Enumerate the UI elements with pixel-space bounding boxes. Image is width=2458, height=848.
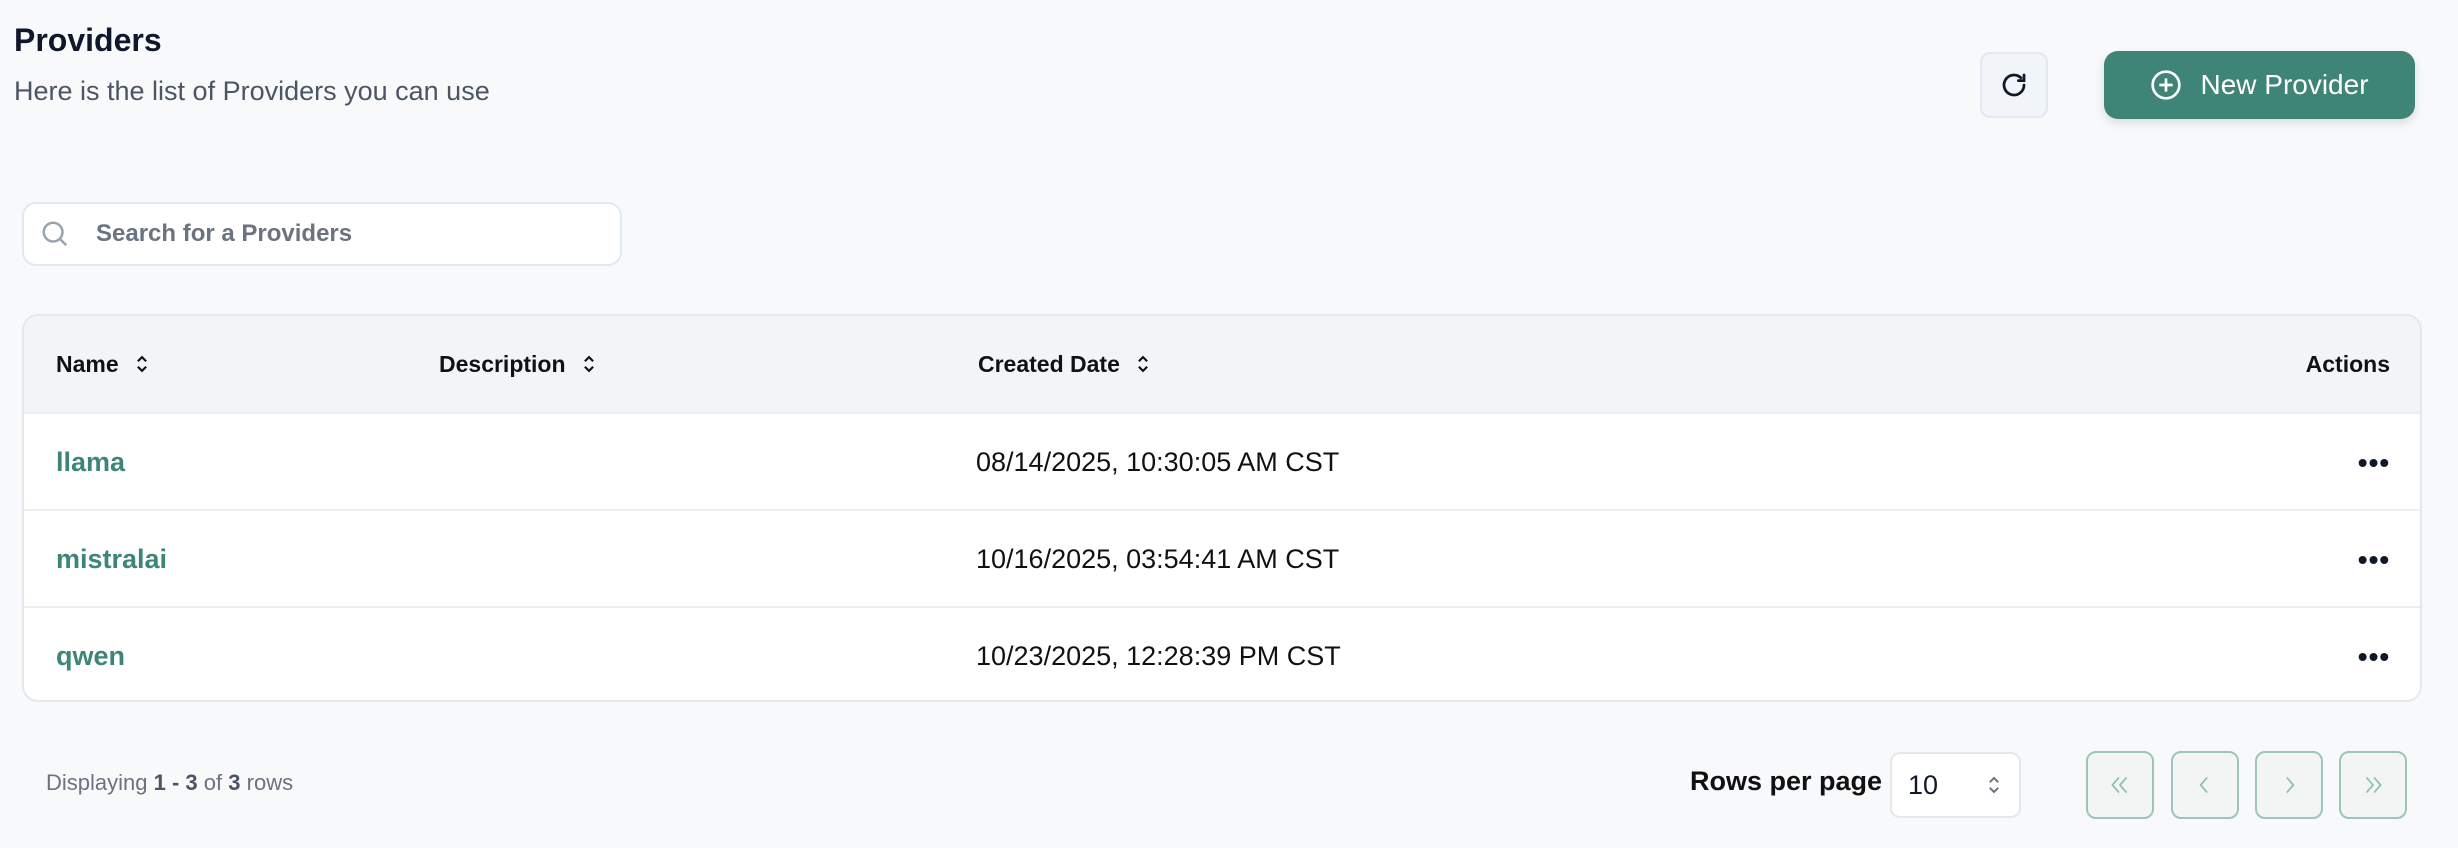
page-subtitle: Here is the list of Providers you can us… <box>14 76 490 106</box>
more-actions-button[interactable]: ••• <box>2357 640 2391 672</box>
last-page-button[interactable] <box>2339 751 2407 819</box>
chevron-right-icon <box>2286 776 2295 794</box>
column-header-actions: Actions <box>2305 350 2390 377</box>
table-row: qwen 10/23/2025, 12:28:39 PM CST ••• <box>24 606 2420 700</box>
created-date: 08/14/2025, 10:30:05 AM CST <box>976 447 1340 477</box>
chevrons-right-icon <box>2365 776 2382 794</box>
next-page-button[interactable] <box>2255 751 2323 819</box>
sort-icon <box>583 355 594 373</box>
table-row: llama 08/14/2025, 10:30:05 AM CST ••• <box>24 412 2420 509</box>
provider-name-link[interactable]: mistralai <box>56 544 168 574</box>
table-row: mistralai 10/16/2025, 03:54:41 AM CST ••… <box>24 509 2420 606</box>
plus-circle-icon <box>2151 70 2182 100</box>
table-header: Name Description Created Date Actions <box>24 316 2420 412</box>
search-icon <box>42 221 68 247</box>
new-provider-label: New Provider <box>2200 69 2369 100</box>
chevrons-left-icon <box>2111 776 2128 794</box>
chevron-up-down-icon <box>1989 776 1999 794</box>
search-input[interactable] <box>96 220 576 248</box>
search-box[interactable] <box>22 202 622 266</box>
more-actions-button[interactable]: ••• <box>2357 543 2391 575</box>
providers-table: Name Description Created Date Actions ll… <box>22 314 2422 702</box>
rows-display-info: Displaying 1 - 3 of 3 rows <box>46 770 294 795</box>
first-page-button[interactable] <box>2086 751 2154 819</box>
rows-per-page-select[interactable]: 10 <box>1890 752 2021 818</box>
created-date: 10/16/2025, 03:54:41 AM CST <box>976 544 1340 574</box>
created-date: 10/23/2025, 12:28:39 PM CST <box>976 641 1341 671</box>
rows-per-page-label: Rows per page <box>1690 766 1883 796</box>
new-provider-button[interactable]: New Provider <box>2104 51 2415 119</box>
previous-page-button[interactable] <box>2171 751 2239 819</box>
more-actions-button[interactable]: ••• <box>2357 446 2391 478</box>
provider-name-link[interactable]: llama <box>56 447 126 477</box>
chevron-left-icon <box>2199 776 2208 794</box>
sort-icon <box>1137 355 1148 373</box>
refresh-button[interactable] <box>1980 52 2048 118</box>
refresh-icon <box>2002 73 2026 97</box>
column-header-name[interactable]: Name <box>56 316 149 412</box>
sort-icon <box>136 355 147 373</box>
column-header-created-date[interactable]: Created Date <box>978 316 1150 412</box>
column-header-description[interactable]: Description <box>439 316 596 412</box>
provider-name-link[interactable]: qwen <box>56 641 126 671</box>
page-title: Providers <box>14 22 162 58</box>
